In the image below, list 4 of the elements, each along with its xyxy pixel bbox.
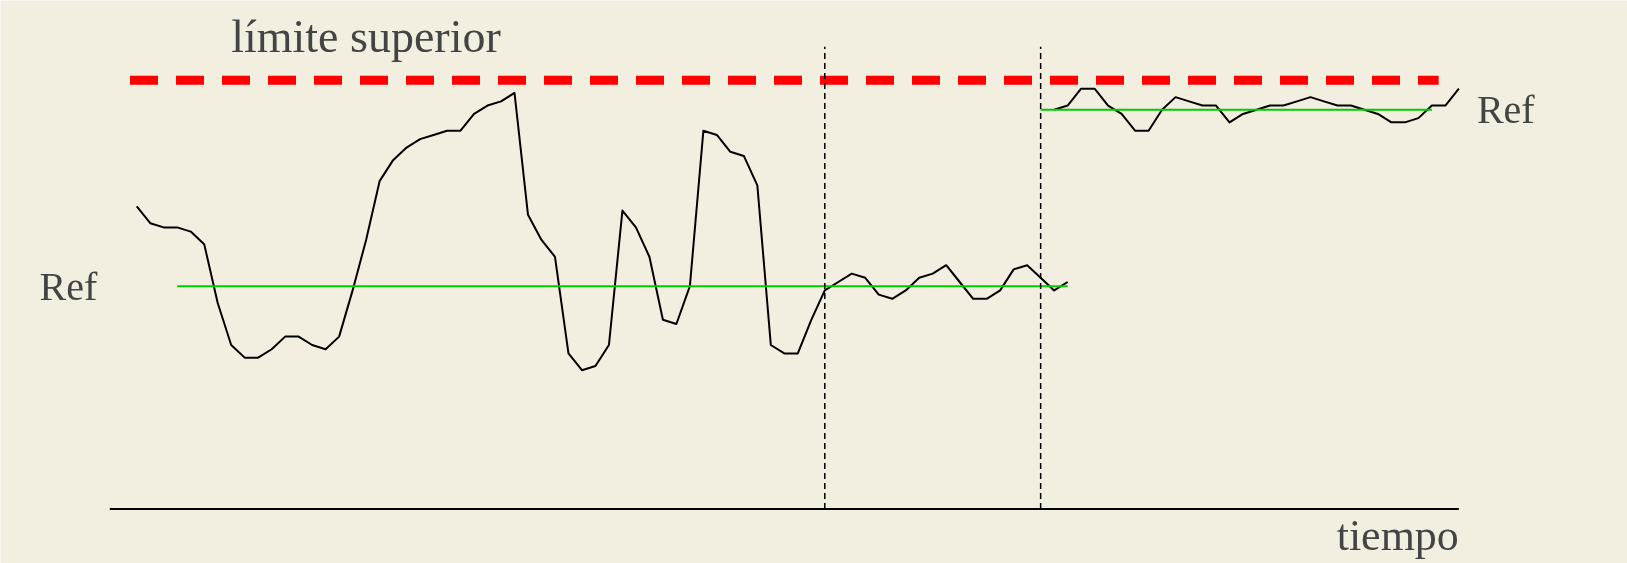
series-label: Ref bbox=[39, 263, 98, 309]
series-label: Ref bbox=[1476, 87, 1536, 133]
ref-line-label: límite superior bbox=[231, 11, 501, 63]
x-axis-title: tiempo bbox=[1336, 510, 1459, 560]
